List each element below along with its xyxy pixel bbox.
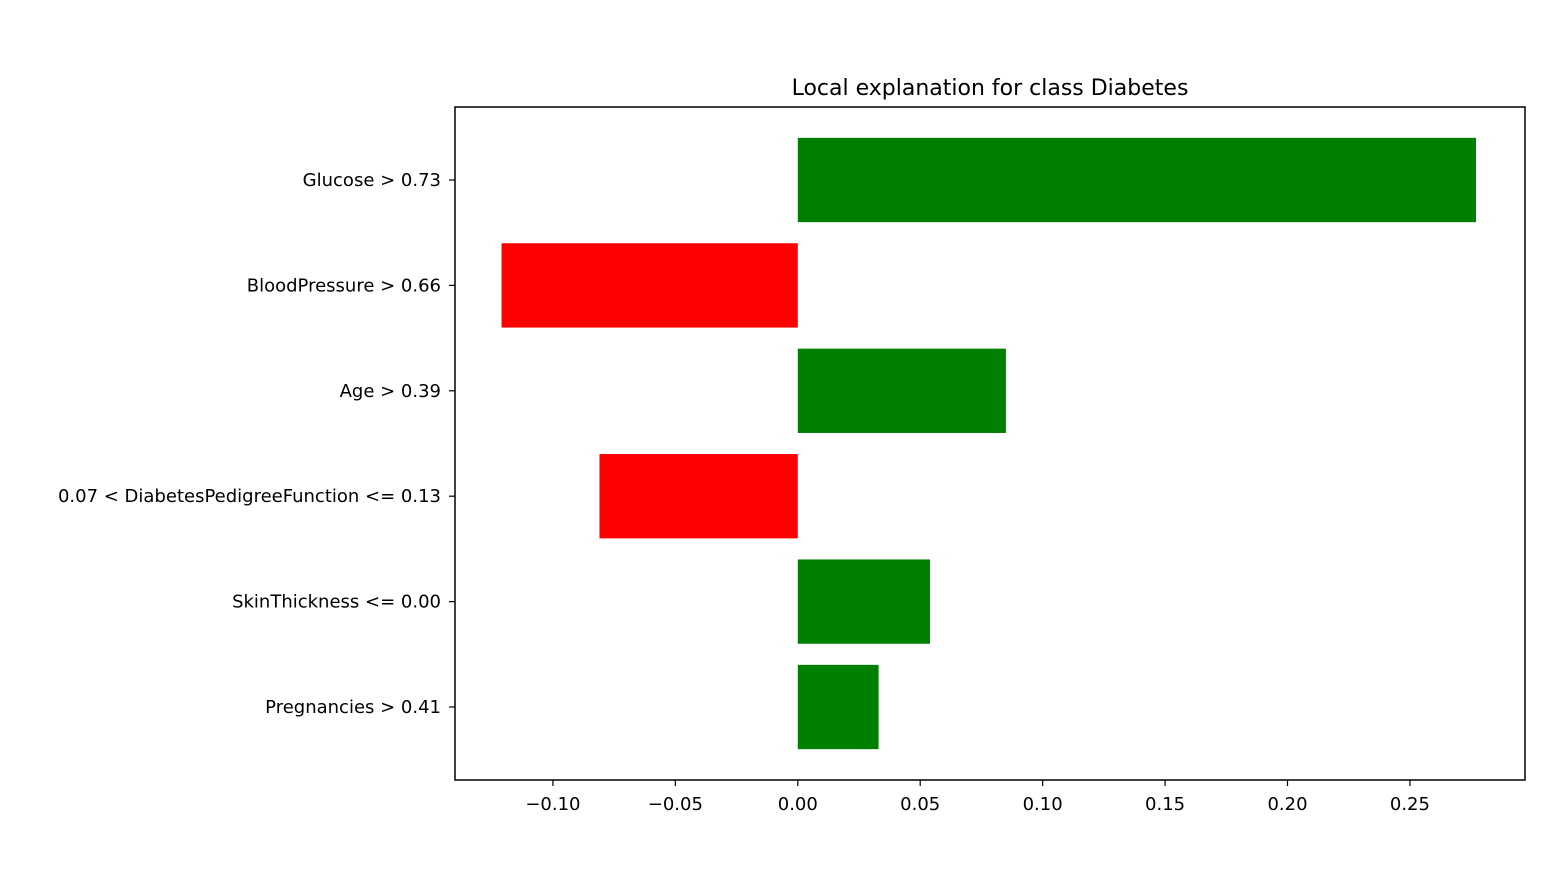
x-tick-label: 0.00 bbox=[778, 794, 818, 815]
chart-title: Local explanation for class Diabetes bbox=[792, 76, 1189, 101]
bar bbox=[599, 454, 798, 539]
axes-frame bbox=[454, 106, 1526, 781]
x-tick-label: 0.20 bbox=[1267, 794, 1307, 815]
x-axis-ticks: −0.10 −0.05 0.00 0.05 0.10 0.15 0.20 0.25 bbox=[525, 780, 1430, 815]
x-tick-label: 0.05 bbox=[900, 794, 940, 815]
x-tick-label: −0.05 bbox=[648, 794, 703, 815]
x-tick-label: 0.10 bbox=[1023, 794, 1063, 815]
x-tick-label: −0.10 bbox=[525, 794, 580, 815]
y-tick-label: Pregnancies > 0.41 bbox=[265, 697, 441, 718]
bar bbox=[797, 137, 1477, 223]
y-tick-label: BloodPressure > 0.66 bbox=[247, 275, 441, 296]
y-tick-label: Glucose > 0.73 bbox=[303, 170, 441, 191]
x-tick-label: 0.25 bbox=[1390, 794, 1430, 815]
y-tick-label: 0.07 < DiabetesPedigreeFunction <= 0.13 bbox=[58, 486, 441, 507]
bar bbox=[797, 664, 879, 750]
y-axis-ticks: Glucose > 0.73 BloodPressure > 0.66 Age > … bbox=[58, 170, 455, 718]
y-tick-label: Age > 0.39 bbox=[340, 381, 441, 402]
bar bbox=[797, 559, 931, 644]
y-tick-label: SkinThickness <= 0.00 bbox=[232, 592, 441, 613]
bar bbox=[501, 243, 798, 328]
bars-layer bbox=[501, 137, 1477, 750]
bar bbox=[797, 348, 1006, 433]
x-tick-label: 0.15 bbox=[1145, 794, 1185, 815]
